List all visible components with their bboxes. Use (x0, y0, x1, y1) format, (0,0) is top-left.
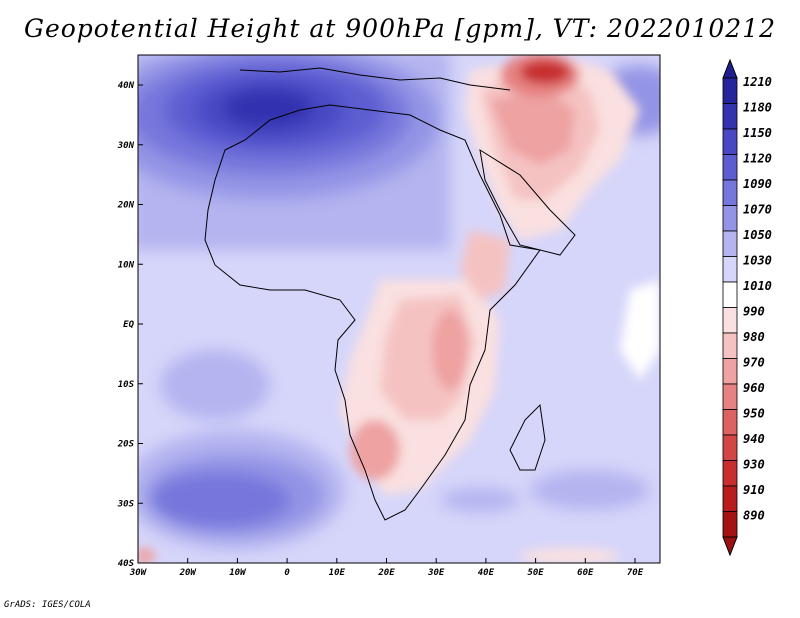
lat-tick-label: 40S (118, 559, 135, 569)
colorbar-label: 980 (743, 330, 765, 344)
longitude-axis: 30W 20W 10W 0 10E 20E 30E 40E 50E 60E 70E (129, 558, 644, 578)
lat-tick-label: 30S (117, 499, 135, 509)
map-title: Geopotential Height at 900hPa [gpm], VT:… (23, 14, 777, 43)
colorbar-box (722, 230, 738, 257)
arabia-outline (479, 148, 576, 256)
lat-tick-label: EQ (123, 320, 134, 330)
low-pressure-region (138, 55, 660, 563)
colorbar-label: 890 (743, 509, 765, 523)
lon-tick-label: 30E (427, 568, 445, 578)
colorbar-label: 1120 (743, 152, 772, 166)
colorbar-label: 1070 (743, 203, 772, 217)
lat-tick-label: 30N (117, 141, 135, 151)
colorbar-box (722, 128, 738, 155)
lon-tick-label: 60E (577, 568, 594, 578)
footer-credit: GrADS: IGES/COLA (4, 600, 91, 610)
map-panel: 40N 30N 20N 10N EQ 10S 20S 30S 40S 30W 20W 10W 0 10E… (117, 54, 661, 578)
lon-tick-label: 40E (478, 568, 495, 578)
colorbar-box (722, 409, 738, 436)
colorbar-label: 910 (743, 483, 765, 497)
colorbar-box (722, 434, 738, 461)
colorbar-label: 1050 (743, 228, 772, 242)
colorbar-labels: 1210 1180 1150 1120 1090 1070 1050 1030 1010 990 9… (743, 75, 772, 523)
lon-tick-label: 30W (129, 568, 148, 578)
europe-coast (239, 67, 511, 91)
colorbar-box (722, 205, 738, 232)
colorbar-box (722, 103, 738, 130)
colorbar-label: 970 (743, 356, 765, 370)
lon-tick-label: 20W (179, 568, 198, 578)
colorbar-label: 960 (743, 381, 765, 395)
colorbar-box (722, 332, 738, 359)
colorbar-box (722, 358, 738, 385)
map-frame (137, 54, 661, 564)
colorbar-box (722, 281, 738, 308)
colorbar-label: 1010 (743, 279, 772, 293)
colorbar-label: 1030 (743, 254, 772, 268)
lon-tick-label: 0 (284, 568, 290, 578)
colorbar-label: 950 (743, 407, 765, 421)
colorbar-box (722, 307, 738, 334)
lon-tick-label: 10W (229, 568, 247, 578)
colorbar-box (722, 460, 738, 487)
colorbar-box (722, 256, 738, 283)
colorbar-box (722, 511, 738, 538)
colorbar-label: 1150 (743, 126, 772, 140)
coastlines (204, 67, 576, 521)
colorbar-label: 940 (743, 432, 765, 446)
colorbar-box (722, 154, 738, 181)
height-field (138, 55, 660, 563)
colorbar-bottom-arrow (722, 536, 738, 557)
colorbar-box (722, 179, 738, 206)
colorbar-label: 1090 (743, 177, 772, 191)
colorbar-label: 930 (743, 458, 765, 472)
latitude-axis: 40N 30N 20N 10N EQ 10S 20S 30S 40S (117, 81, 143, 569)
colorbar-box (722, 77, 738, 104)
colorbar-boxes (722, 77, 738, 538)
lat-tick-label: 10N (118, 260, 135, 270)
colorbar-label: 990 (743, 305, 765, 319)
colorbar-label: 1180 (743, 101, 772, 115)
lat-tick-label: 20N (117, 201, 135, 211)
colorbar-box (722, 383, 738, 410)
madagascar-outline (509, 403, 546, 471)
colorbar-box (722, 485, 738, 512)
south-high-region (138, 350, 650, 550)
colorbar-top-arrow (722, 58, 738, 79)
lon-tick-label: 20E (377, 568, 395, 578)
lat-tick-label: 20S (117, 440, 135, 450)
colorbar-label: 1210 (743, 75, 772, 89)
lat-tick-label: 40N (118, 81, 135, 91)
lat-tick-label: 10S (118, 380, 135, 390)
lon-tick-label: 50E (527, 568, 544, 578)
africa-outline (204, 104, 541, 521)
colorbar: 1210 1180 1150 1120 1090 1070 1050 1030 1010 990 9… (722, 58, 772, 557)
lon-tick-label: 70E (627, 568, 644, 578)
lon-tick-label: 10E (329, 568, 346, 578)
